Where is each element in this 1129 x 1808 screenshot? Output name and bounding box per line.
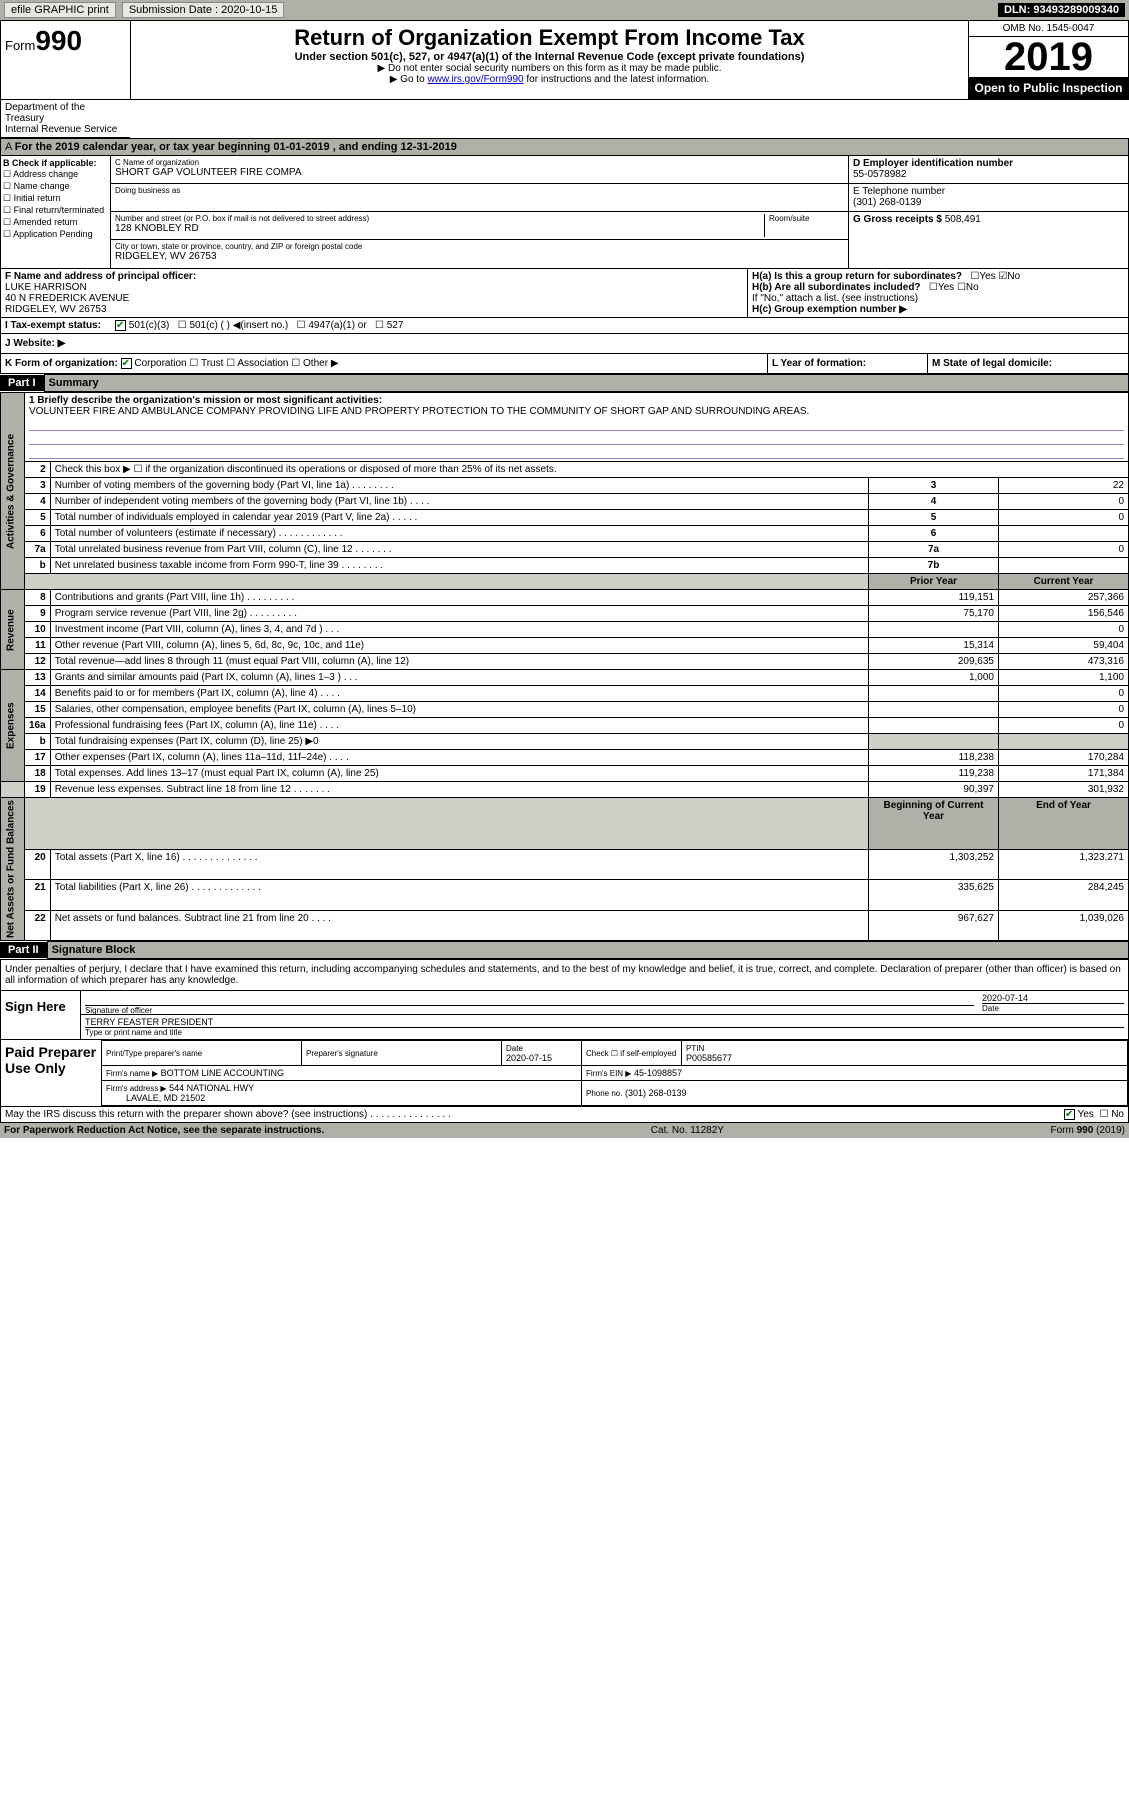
officer-addr1: 40 N FREDERICK AVENUE (5, 293, 743, 304)
line1-label: 1 Briefly describe the organization's mi… (29, 395, 382, 406)
section-a-row: A For the 2019 calendar year, or tax yea… (0, 138, 1129, 156)
tax-year: 2019 (969, 37, 1128, 77)
title-block: Return of Organization Exempt From Incom… (131, 21, 968, 99)
section-j: J Website: ▶ (0, 334, 1129, 354)
section-b: B Check if applicable: ☐ Address change … (1, 156, 111, 268)
subtitle: Under section 501(c), 527, or 4947(a)(1)… (135, 51, 964, 63)
city: RIDGELEY, WV 26753 (115, 251, 844, 262)
chk-final[interactable]: ☐ Final return/terminated (3, 205, 108, 216)
ha-row: H(a) Is this a group return for subordin… (752, 271, 1124, 282)
top-toolbar: efile GRAPHIC print Submission Date : 20… (0, 0, 1129, 20)
section-f-h: F Name and address of principal officer:… (0, 269, 1129, 318)
chk-initial[interactable]: ☐ Initial return (3, 193, 108, 204)
open-public-badge: Open to Public Inspection (969, 77, 1128, 99)
instr-2: ▶ Go to www.irs.gov/Form990 for instruct… (135, 74, 964, 85)
dept-treasury: Department of the Treasury Internal Reve… (0, 100, 130, 138)
form-header: Form990 Return of Organization Exempt Fr… (0, 20, 1129, 100)
f-label: F Name and address of principal officer: (5, 271, 743, 282)
summary-table: Activities & Governance 1 Briefly descri… (0, 392, 1129, 941)
chk-name[interactable]: ☐ Name change (3, 181, 108, 192)
street-label: Number and street (or P.O. box if mail i… (115, 214, 764, 223)
right-header-box: OMB No. 1545-0047 2019 Open to Public In… (968, 21, 1128, 99)
officer-addr2: RIDGELEY, WV 26753 (5, 304, 743, 315)
hb-note: If "No," attach a list. (see instruction… (752, 293, 1124, 304)
officer-name: LUKE HARRISON (5, 282, 743, 293)
form-prefix: Form (5, 38, 35, 53)
officer-name-title: TERRY FEASTER PRESIDENT (85, 1017, 1124, 1027)
c-name-label: C Name of organization (115, 158, 844, 167)
mission-text: VOLUNTEER FIRE AND AMBULANCE COMPANY PRO… (29, 406, 809, 417)
form-number: 990 (35, 25, 82, 56)
section-k: K Form of organization: Corporation ☐ Tr… (0, 354, 1129, 374)
dba-label: Doing business as (115, 186, 844, 195)
chk-amended[interactable]: ☐ Amended return (3, 217, 108, 228)
dln-label: DLN: 93493289009340 (998, 3, 1125, 17)
vert-activities: Activities & Governance (1, 393, 25, 590)
chk-pending[interactable]: ☐ Application Pending (3, 229, 108, 240)
part2-badge: Part II (0, 942, 47, 958)
section-f: F Name and address of principal officer:… (1, 269, 748, 317)
vert-expenses: Expenses (1, 670, 25, 782)
form-number-box: Form990 (1, 21, 131, 99)
chk-address[interactable]: ☐ Address change (3, 169, 108, 180)
chk-corp[interactable] (121, 358, 132, 369)
b-label: B Check if applicable: (3, 158, 108, 168)
e-label: E Telephone number (853, 186, 1124, 197)
room-label: Room/suite (769, 214, 844, 223)
section-c: C Name of organization SHORT GAP VOLUNTE… (111, 156, 848, 268)
sign-here-label: Sign Here (1, 991, 81, 1039)
city-label: City or town, state or province, country… (115, 242, 844, 251)
d-label: D Employer identification number (853, 158, 1124, 169)
chk-501c3[interactable] (115, 320, 126, 331)
signature-block: Under penalties of perjury, I declare th… (0, 959, 1129, 1123)
right-info-col: D Employer identification number 55-0578… (848, 156, 1128, 268)
form990-link[interactable]: www.irs.gov/Form990 (427, 74, 523, 85)
org-name: SHORT GAP VOLUNTEER FIRE COMPA (115, 167, 844, 178)
section-i: I Tax-exempt status: 501(c)(3) ☐ 501(c) … (0, 318, 1129, 334)
penalty-text: Under penalties of perjury, I declare th… (1, 960, 1128, 990)
main-title: Return of Organization Exempt From Incom… (135, 25, 964, 51)
footer-mid: Cat. No. 11282Y (651, 1125, 724, 1136)
part1-header-row: Part I Summary (0, 374, 1129, 392)
chk-discuss-yes[interactable] (1064, 1109, 1075, 1120)
submission-date-btn[interactable]: Submission Date : 2020-10-15 (122, 2, 285, 18)
gross-receipts: 508,491 (945, 214, 981, 225)
hc-row: H(c) Group exemption number ▶ (752, 304, 1124, 315)
part1-title: Summary (44, 374, 1129, 392)
l-year: L Year of formation: (768, 354, 928, 373)
vert-revenue: Revenue (1, 590, 25, 670)
part1-badge: Part I (0, 375, 44, 391)
street: 128 KNOBLEY RD (115, 223, 764, 234)
section-h: H(a) Is this a group return for subordin… (748, 269, 1128, 317)
ein: 55-0578982 (853, 169, 1124, 180)
discuss-row: May the IRS discuss this return with the… (1, 1106, 1128, 1122)
paid-preparer-label: Paid Preparer Use Only (1, 1040, 101, 1106)
footer-left: For Paperwork Reduction Act Notice, see … (4, 1125, 324, 1136)
instr-1: ▶ Do not enter social security numbers o… (135, 63, 964, 74)
vert-netassets: Net Assets or Fund Balances (1, 798, 25, 941)
hb-row: H(b) Are all subordinates included? ☐Yes… (752, 282, 1124, 293)
efile-graphic-btn[interactable]: efile GRAPHIC print (4, 2, 116, 18)
footer: For Paperwork Reduction Act Notice, see … (0, 1123, 1129, 1138)
g-label: G Gross receipts $ (853, 214, 942, 225)
info-grid: B Check if applicable: ☐ Address change … (0, 156, 1129, 269)
footer-right: Form 990 (2019) (1051, 1125, 1125, 1136)
m-state: M State of legal domicile: (928, 354, 1128, 373)
part2-header-row: Part II Signature Block (0, 941, 1129, 959)
phone: (301) 268-0139 (853, 197, 1124, 208)
part2-title: Signature Block (47, 941, 1129, 959)
